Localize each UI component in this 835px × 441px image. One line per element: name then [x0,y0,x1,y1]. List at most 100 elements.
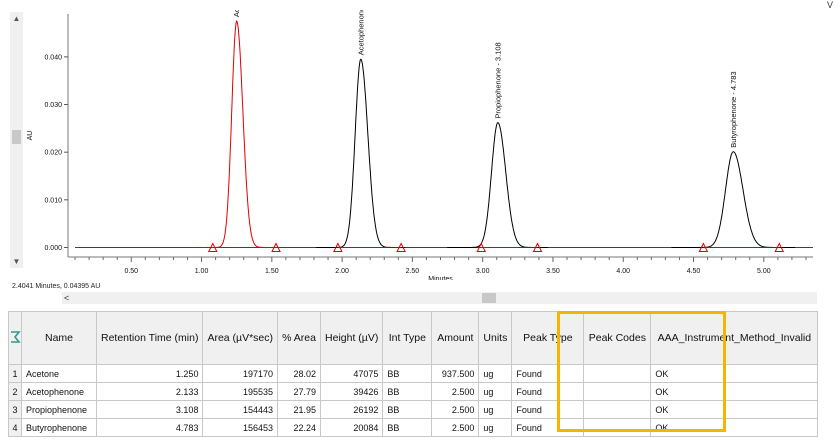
cell-peak-codes[interactable] [583,364,652,383]
x-tick-label: 3.00 [476,268,490,275]
vertical-scroll-thumb[interactable] [12,130,21,144]
cell-retention-time[interactable]: 3.108 [95,400,204,419]
cell-retention-time[interactable]: 1.250 [95,364,204,383]
x-tick-label: 4.00 [616,268,630,275]
cell-instrument-method-invalid[interactable]: OK [650,400,819,419]
y-tick-label: 0.020 [44,150,62,157]
peak-label: Propiophenone - 3.108 [493,42,502,118]
cell-peak-type[interactable]: Found [511,382,585,401]
peak-label: Acetophenone - 2.133 [356,10,365,55]
chromatogram-panel: 0.000 0.010 0.020 0.030 0.040 0.50 1.00 1.50 2.0… [8,10,817,300]
column-header-amount[interactable]: Amount [431,311,480,365]
cell-name[interactable]: Propiophenone [21,400,97,419]
vertical-scrollbar[interactable]: ▲ ▼ [10,12,23,268]
peak-trace [671,151,796,248]
cell-area[interactable]: 154443 [202,400,279,419]
column-header-int-type[interactable]: Int Type [382,311,433,365]
x-tick-label: 0.50 [124,268,138,275]
peak-boundary-marker-icon [396,242,406,252]
peak-trace [315,58,406,248]
table-row[interactable]: 4 Butyrophenone 4.783 156453 22.24 20084… [8,418,819,437]
cell-int-type[interactable]: BB [382,382,433,401]
cell-height[interactable]: 39426 [320,382,384,401]
cell-area[interactable]: 197170 [202,364,279,383]
peak-label: Acetone - 1.250 [232,10,241,17]
x-tick-label: 2.00 [335,268,349,275]
cell-amount[interactable]: 2.500 [431,382,480,401]
cell-peak-type[interactable]: Found [511,400,585,419]
row-number[interactable]: 1 [8,364,22,383]
cell-peak-codes[interactable] [583,400,652,419]
cell-instrument-method-invalid[interactable]: OK [650,418,819,437]
x-tick-label: 1.50 [265,268,279,275]
cell-height[interactable]: 20084 [320,418,384,437]
column-header-height[interactable]: Height (µV) [320,311,384,365]
x-tick-label: 4.50 [687,268,701,275]
scroll-left-icon[interactable]: < [64,293,70,303]
column-header-retention-time[interactable]: Retention Time (min) [95,311,204,365]
cell-percent-area[interactable]: 28.02 [277,364,322,383]
cell-int-type[interactable]: BB [382,400,433,419]
column-header-instrument-method-invalid[interactable]: AAA_Instrument_Method_Invalid [650,311,819,365]
cell-units[interactable]: ug [478,364,513,383]
window-corner-mark: V [826,0,833,10]
peak-boundary-marker-icon [698,242,709,252]
chromatogram-chart[interactable]: 0.000 0.010 0.020 0.030 0.040 0.50 1.00 1.50 2.0… [8,10,817,280]
cell-height[interactable]: 47075 [320,364,384,383]
cell-name[interactable]: Butyrophenone [21,418,97,437]
row-number[interactable]: 4 [8,418,22,437]
cell-retention-time[interactable]: 2.133 [95,382,204,401]
cell-retention-time[interactable]: 4.783 [95,418,204,437]
table-corner-cell[interactable] [8,311,22,365]
column-header-area[interactable]: Area (µV*sec) [202,311,279,365]
column-header-peak-type[interactable]: Peak Type [511,311,585,365]
horizontal-scrollbar[interactable]: < [62,292,817,304]
cell-peak-type[interactable]: Found [511,364,585,383]
x-tick-label: 1.00 [195,268,209,275]
cell-instrument-method-invalid[interactable]: OK [650,364,819,383]
table-header-row: Name Retention Time (min) Area (µV*sec) … [8,311,819,365]
cell-percent-area[interactable]: 21.95 [277,400,322,419]
x-tick-label: 5.00 [757,268,771,275]
table-row[interactable]: 1 Acetone 1.250 197170 28.02 47075 BB 93… [8,364,819,383]
row-number[interactable]: 2 [8,382,22,401]
peak-boundary-marker-icon [207,242,218,252]
cell-peak-codes[interactable] [583,382,652,401]
table-selector-icon [11,330,21,343]
cell-percent-area[interactable]: 22.24 [277,418,322,437]
table-row[interactable]: 3 Propiophenone 3.108 154443 21.95 26192… [8,400,819,419]
scroll-down-icon[interactable]: ▼ [12,257,21,266]
cell-peak-codes[interactable] [583,418,652,437]
cell-units[interactable]: ug [478,418,513,437]
table-row[interactable]: 2 Acetophenone 2.133 195535 27.79 39426 … [8,382,819,401]
cell-name[interactable]: Acetophenone [21,382,97,401]
cell-int-type[interactable]: BB [382,418,433,437]
cell-amount[interactable]: 937.500 [431,364,480,383]
cell-height[interactable]: 26192 [320,400,384,419]
column-header-peak-codes[interactable]: Peak Codes [583,311,652,365]
cell-units[interactable]: ug [478,382,513,401]
peak-boundary-marker-icon [774,242,785,252]
peak-boundary-marker-icon [532,242,543,252]
y-axis-label: AU [27,131,34,141]
column-header-name[interactable]: Name [21,311,97,365]
scroll-up-icon[interactable]: ▲ [12,14,21,23]
cell-amount[interactable]: 2.500 [431,418,480,437]
cell-area[interactable]: 156453 [202,418,279,437]
horizontal-scroll-thumb[interactable] [482,293,496,303]
row-number[interactable]: 3 [8,400,22,419]
cell-name[interactable]: Acetone [21,364,97,383]
y-tick-label: 0.010 [44,197,62,204]
cell-instrument-method-invalid[interactable]: OK [650,382,819,401]
peak-boundary-marker-icon [333,242,343,252]
cell-percent-area[interactable]: 27.79 [277,382,322,401]
cell-amount[interactable]: 2.500 [431,400,480,419]
cell-units[interactable]: ug [478,400,513,419]
column-header-percent-area[interactable]: % Area [277,311,322,365]
cell-area[interactable]: 195535 [202,382,279,401]
cell-peak-type[interactable]: Found [511,418,585,437]
column-header-units[interactable]: Units [478,311,513,365]
x-tick-label: 3.50 [546,268,560,275]
y-tick-label: 0.040 [44,54,62,61]
cell-int-type[interactable]: BB [382,364,433,383]
